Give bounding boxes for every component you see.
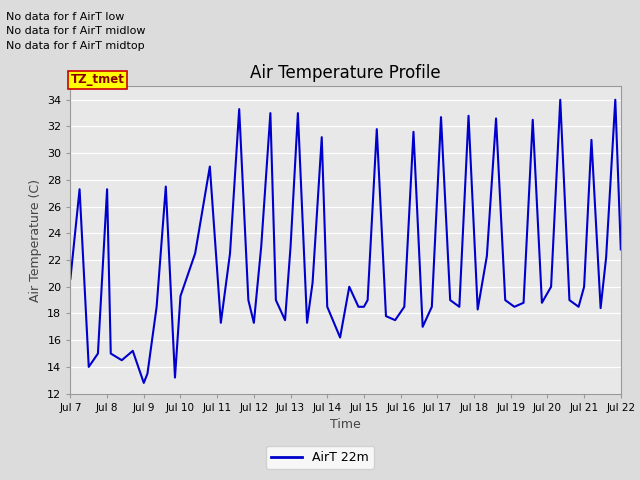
Title: Air Temperature Profile: Air Temperature Profile bbox=[250, 64, 441, 82]
Text: No data for f AirT midtop: No data for f AirT midtop bbox=[6, 41, 145, 51]
Legend: AirT 22m: AirT 22m bbox=[266, 446, 374, 469]
Text: No data for f AirT low: No data for f AirT low bbox=[6, 12, 125, 22]
Text: TZ_tmet: TZ_tmet bbox=[70, 73, 124, 86]
Y-axis label: Air Temperature (C): Air Temperature (C) bbox=[29, 179, 42, 301]
Text: No data for f AirT midlow: No data for f AirT midlow bbox=[6, 26, 146, 36]
X-axis label: Time: Time bbox=[330, 418, 361, 431]
